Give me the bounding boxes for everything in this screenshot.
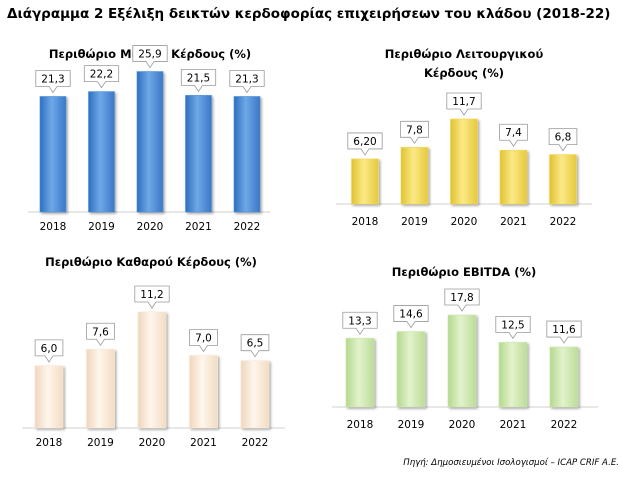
bars-ebitda-margin: 13,3 14,6 17,8 12,5 11,6 bbox=[342, 288, 582, 408]
x-tick-ebitda-margin-2020: 2020 bbox=[449, 419, 476, 431]
bar-net-margin-2019 bbox=[86, 348, 115, 429]
ticks-ebitda-margin: 2018 2019 2020 2021 2022 bbox=[347, 419, 578, 431]
bar-net-margin-2018 bbox=[34, 365, 64, 429]
ticks-operating-margin: 2018 2019 2020 2021 2022 bbox=[352, 216, 577, 228]
bars-gross-margin: 21,3 22,2 25,9 21,5 21,3 bbox=[35, 45, 265, 213]
x-tick-gross-margin-2021: 2021 bbox=[185, 221, 212, 233]
x-tick-operating-margin-2019: 2019 bbox=[401, 216, 428, 228]
x-tick-ebitda-margin-2021: 2021 bbox=[500, 419, 527, 431]
x-tick-net-margin-2020: 2020 bbox=[139, 437, 166, 449]
chart-title-ebitda-margin: Περιθώριο EBITDA (%) bbox=[392, 265, 536, 279]
label-box-operating-margin-2020 bbox=[446, 92, 482, 116]
chart-title-operating-margin-line1: Περιθώριο Λειτουργικού bbox=[385, 47, 544, 61]
label-box-operating-margin-2018 bbox=[347, 132, 383, 156]
bar-gross-margin-2020 bbox=[136, 71, 164, 213]
source-note: Πηγή: Δημοσιευμένοι Ισολογισμοί – ICAP C… bbox=[403, 458, 619, 468]
data-label-gross-margin-2020: 25,9 bbox=[138, 49, 161, 61]
data-label-operating-margin-2019: 7,8 bbox=[406, 124, 423, 136]
chart-title-operating-margin-line2: Κέρδους (%) bbox=[424, 66, 504, 80]
x-tick-net-margin-2021: 2021 bbox=[190, 437, 217, 449]
bars-net-margin: 6,0 7,6 11,2 7,0 6,5 bbox=[34, 285, 270, 429]
bar-operating-margin-2020 bbox=[450, 118, 478, 205]
chart-gross-margin: Περιθώριο Μικτού Κέρδους (%) 21,322,225,… bbox=[28, 45, 270, 233]
data-label-ebitda-margin-2018: 13,3 bbox=[348, 315, 371, 327]
data-label-ebitda-margin-2022: 11,6 bbox=[552, 324, 576, 336]
label-box-ebitda-margin-2018 bbox=[342, 311, 378, 335]
bar-net-margin-2022 bbox=[240, 360, 270, 429]
data-label-gross-margin-2019: 22,2 bbox=[90, 69, 113, 81]
label-box-ebitda-margin-2021 bbox=[495, 315, 531, 340]
label-box-ebitda-margin-2022 bbox=[546, 320, 582, 344]
bars-operating-margin: 6,20 7,8 11,7 7,4 6,8 bbox=[347, 92, 578, 205]
x-tick-gross-margin-2022: 2022 bbox=[234, 221, 261, 233]
x-tick-net-margin-2018: 2018 bbox=[36, 437, 63, 449]
x-tick-gross-margin-2020: 2020 bbox=[137, 221, 164, 233]
bar-net-margin-2020 bbox=[137, 311, 167, 429]
x-tick-ebitda-margin-2018: 2018 bbox=[347, 419, 374, 431]
bar-gross-margin-2022 bbox=[233, 96, 261, 213]
data-label-gross-margin-2021: 21,5 bbox=[187, 72, 210, 84]
data-label-ebitda-margin-2021: 12,5 bbox=[501, 319, 524, 331]
data-label-operating-margin-2022: 6,8 bbox=[555, 132, 572, 144]
data-label-gross-margin-2018: 21,3 bbox=[41, 73, 64, 85]
bar-gross-margin-2019 bbox=[88, 91, 115, 213]
x-tick-ebitda-margin-2019: 2019 bbox=[398, 419, 425, 431]
label-box-net-margin-2022 bbox=[240, 334, 270, 358]
label-box-gross-margin-2022 bbox=[229, 70, 265, 94]
x-tick-ebitda-margin-2022: 2022 bbox=[551, 419, 578, 431]
bar-ebitda-margin-2022 bbox=[549, 346, 579, 408]
data-label-net-margin-2022: 6,5 bbox=[247, 338, 264, 350]
x-tick-operating-margin-2020: 2020 bbox=[451, 216, 478, 228]
x-tick-gross-margin-2018: 2018 bbox=[40, 221, 67, 233]
label-box-ebitda-margin-2019 bbox=[393, 305, 429, 329]
data-label-operating-margin-2020: 11,7 bbox=[452, 96, 475, 108]
data-label-operating-margin-2018: 6,20 bbox=[353, 136, 376, 148]
bar-operating-margin-2022 bbox=[549, 154, 577, 205]
label-box-net-margin-2020 bbox=[134, 285, 170, 309]
chart-title-net-margin: Περιθώριο Καθαρού Κέρδους (%) bbox=[45, 255, 257, 269]
data-label-net-margin-2019: 7,6 bbox=[92, 326, 109, 338]
label-box-gross-margin-2020 bbox=[132, 45, 168, 69]
x-tick-operating-margin-2022: 2022 bbox=[550, 216, 577, 228]
bar-ebitda-margin-2021 bbox=[498, 342, 528, 408]
label-box-net-margin-2021 bbox=[189, 329, 218, 353]
x-tick-operating-margin-2018: 2018 bbox=[352, 216, 379, 228]
data-label-ebitda-margin-2019: 14,6 bbox=[399, 309, 423, 321]
label-box-operating-margin-2019 bbox=[400, 120, 429, 145]
ticks-gross-margin: 2018 2019 2020 2021 2022 bbox=[40, 221, 261, 233]
label-box-operating-margin-2022 bbox=[548, 128, 578, 152]
label-box-gross-margin-2018 bbox=[35, 70, 71, 94]
bar-operating-margin-2018 bbox=[351, 158, 379, 205]
bar-operating-margin-2019 bbox=[400, 147, 429, 205]
bar-ebitda-margin-2018 bbox=[345, 337, 375, 408]
data-label-net-margin-2021: 7,0 bbox=[195, 333, 212, 345]
data-label-operating-margin-2021: 7,4 bbox=[505, 127, 522, 139]
bar-ebitda-margin-2019 bbox=[396, 331, 426, 408]
label-box-net-margin-2019 bbox=[86, 322, 115, 347]
label-box-gross-margin-2019 bbox=[83, 65, 120, 89]
chart-ebitda-margin: Περιθώριο EBITDA (%) 13,3 14,6 17,8 12,5 11,… bbox=[332, 265, 598, 431]
label-box-gross-margin-2021 bbox=[180, 69, 217, 93]
data-label-ebitda-margin-2020: 17,8 bbox=[450, 292, 473, 304]
label-box-ebitda-margin-2020 bbox=[444, 288, 480, 312]
x-tick-gross-margin-2019: 2019 bbox=[88, 221, 115, 233]
label-box-operating-margin-2021 bbox=[499, 123, 528, 147]
bar-gross-margin-2021 bbox=[185, 95, 212, 213]
bar-operating-margin-2021 bbox=[499, 149, 528, 205]
bar-net-margin-2021 bbox=[189, 355, 218, 429]
ticks-net-margin: 2018 2019 2020 2021 2022 bbox=[36, 437, 269, 449]
data-label-gross-margin-2022: 21,3 bbox=[235, 73, 258, 85]
bar-gross-margin-2018 bbox=[39, 96, 67, 213]
label-box-net-margin-2018 bbox=[34, 339, 64, 363]
x-tick-net-margin-2022: 2022 bbox=[242, 437, 269, 449]
bar-ebitda-margin-2020 bbox=[447, 314, 477, 408]
x-tick-net-margin-2019: 2019 bbox=[87, 437, 114, 449]
data-label-net-margin-2018: 6,0 bbox=[41, 343, 58, 355]
x-tick-operating-margin-2021: 2021 bbox=[500, 216, 527, 228]
chart-net-margin: Περιθώριο Καθαρού Κέρδους (%) 6,0 7,6 11,2… bbox=[22, 255, 285, 449]
chart-operating-margin: Περιθώριο Λειτουργικού Κέρδους (%) 6,20 7… bbox=[336, 47, 592, 228]
main-title: Διάγραμμα 2 Εξέλιξη δεικτών κερδοφορίας … bbox=[7, 6, 611, 22]
data-label-net-margin-2020: 11,2 bbox=[140, 289, 163, 301]
